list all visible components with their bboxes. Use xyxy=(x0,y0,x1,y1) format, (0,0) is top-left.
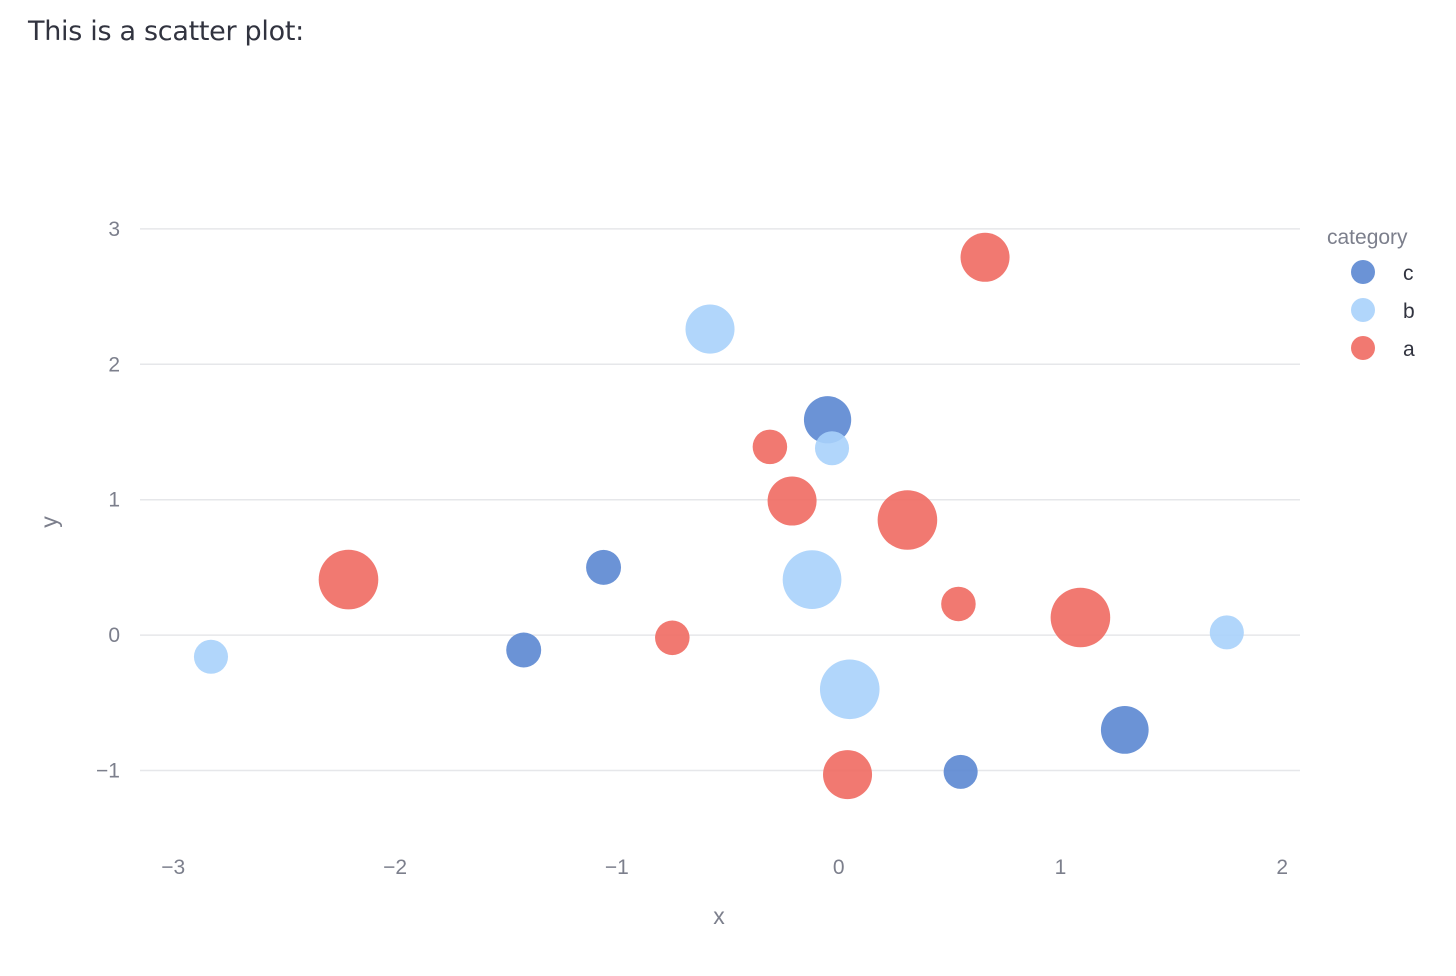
data-points[interactable] xyxy=(193,232,1244,800)
x-axis-title: x xyxy=(713,903,725,929)
y-tick-label: 2 xyxy=(108,353,120,376)
x-axis-ticks: −3 −2 −1 0 1 2 xyxy=(161,856,1288,879)
x-tick-label: −2 xyxy=(383,856,407,879)
legend[interactable]: category cba xyxy=(1327,226,1415,361)
y-axis-ticks: −1 0 1 2 3 xyxy=(96,218,120,783)
data-point-a[interactable] xyxy=(767,476,817,526)
legend-swatch-b xyxy=(1351,298,1375,322)
x-tick-label: 0 xyxy=(833,856,845,879)
data-point-c[interactable] xyxy=(943,754,978,789)
data-point-c[interactable] xyxy=(506,632,542,668)
legend-label-b: b xyxy=(1403,300,1415,323)
gridlines xyxy=(140,228,1300,772)
y-axis-title: y xyxy=(36,516,62,528)
data-point-a[interactable] xyxy=(655,620,690,656)
data-point-b[interactable] xyxy=(685,304,735,354)
x-tick-label: 2 xyxy=(1276,856,1288,879)
data-point-a[interactable] xyxy=(752,429,788,465)
data-point-a[interactable] xyxy=(1050,587,1111,648)
legend-item-b[interactable]: b xyxy=(1351,298,1415,323)
data-point-c[interactable] xyxy=(803,396,852,444)
data-point-c[interactable] xyxy=(1100,706,1149,754)
y-tick-label: 3 xyxy=(108,218,120,241)
legend-item-c[interactable]: c xyxy=(1351,260,1414,285)
legend-label-c: c xyxy=(1403,262,1414,285)
data-point-a[interactable] xyxy=(823,750,873,800)
x-tick-label: −3 xyxy=(161,856,185,879)
data-point-a[interactable] xyxy=(877,490,938,550)
data-point-a[interactable] xyxy=(941,586,976,622)
legend-swatch-a xyxy=(1351,336,1375,360)
legend-swatch-c xyxy=(1351,260,1375,284)
x-tick-label: −1 xyxy=(605,856,629,879)
legend-title: category xyxy=(1327,226,1408,249)
legend-item-a[interactable]: a xyxy=(1351,336,1415,361)
data-point-a[interactable] xyxy=(960,232,1010,282)
legend-label-a: a xyxy=(1403,338,1415,361)
data-point-b[interactable] xyxy=(193,639,229,674)
data-point-b[interactable] xyxy=(814,431,850,466)
y-tick-label: 0 xyxy=(108,624,120,647)
y-tick-label: −1 xyxy=(96,760,120,783)
y-tick-label: 1 xyxy=(108,489,120,512)
page-caption: This is a scatter plot: xyxy=(28,16,304,47)
data-point-b[interactable] xyxy=(782,550,842,609)
data-point-c[interactable] xyxy=(586,549,622,585)
data-point-b[interactable] xyxy=(819,659,880,720)
data-point-a[interactable] xyxy=(318,549,379,610)
x-tick-label: 1 xyxy=(1055,856,1067,879)
data-point-b[interactable] xyxy=(1209,615,1244,650)
